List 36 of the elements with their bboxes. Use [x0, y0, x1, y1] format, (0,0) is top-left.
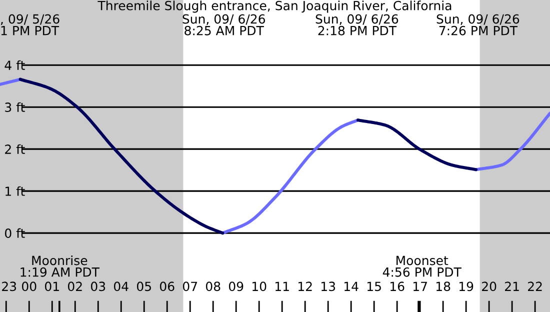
x-tick-label: 12: [298, 282, 312, 291]
x-tick-label: 02: [68, 282, 82, 292]
x-tick-label: 20: [482, 282, 496, 292]
annotation: Moonset 4:56 PM PDT: [382, 256, 462, 277]
x-tick-label: 17: [413, 282, 427, 291]
x-tick-label: 07: [182, 282, 197, 292]
x-tick-label: 23: [2, 282, 16, 292]
x-tick-label: 09: [228, 282, 244, 292]
x-tick-label: 13: [322, 282, 336, 292]
y-tick-label: 1 ft: [6, 186, 25, 196]
annotation: Sun, 09/ 6/26 2:18 PM PDT: [316, 14, 398, 36]
x-tick-label: 16: [390, 282, 404, 292]
x-tick-label: 08: [206, 282, 220, 292]
x-tick-label: 11: [276, 282, 289, 291]
x-tick-label: 03: [90, 282, 106, 292]
y-tick-label: 2 ft: [5, 144, 25, 154]
x-tick-label: 21: [505, 282, 519, 291]
x-tick-label: 05: [136, 282, 151, 292]
annotation: , 09/ 5/26 1 PM PDT: [0, 14, 60, 36]
x-tick-label: 06: [160, 282, 174, 292]
y-tick-label: 4 ft: [4, 60, 25, 70]
annotation: Sun, 09/ 6/26 7:26 PM PDT: [436, 14, 520, 36]
x-tick-label: 19: [459, 282, 474, 292]
x-tick-label: 01: [44, 282, 59, 292]
y-tick-label: 3 ft: [5, 102, 25, 112]
x-tick-label: 00: [22, 282, 36, 292]
chart-title: Threemile Slough entrance, San Joaquin River, California: [98, 0, 452, 13]
x-tick-label: 15: [367, 282, 381, 292]
annotation: Sun, 09/ 6/26 8:25 AM PDT: [182, 14, 266, 36]
x-tick-label: 04: [114, 282, 128, 292]
x-tick-label: 18: [436, 282, 450, 292]
y-tick-label: 0 ft: [4, 228, 25, 238]
annotation: Moonrise 1:19 AM PDT: [20, 256, 100, 277]
x-tick-label: 14: [344, 282, 358, 291]
x-tick-label: 10: [252, 282, 266, 292]
x-tick-label: 22: [528, 282, 542, 291]
